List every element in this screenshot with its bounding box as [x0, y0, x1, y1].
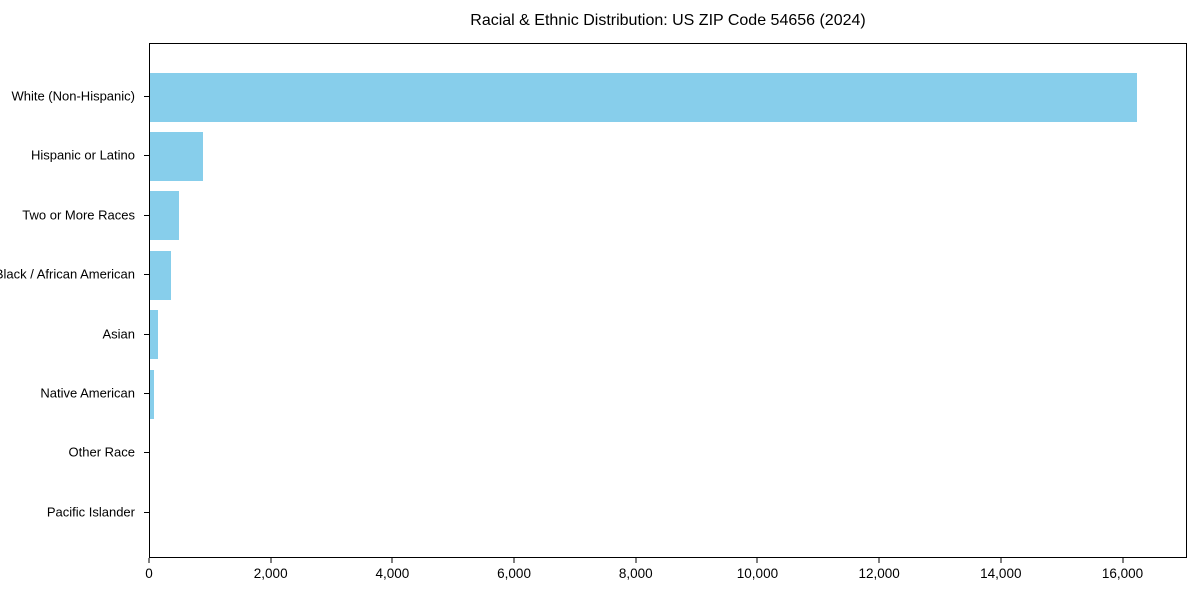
x-axis-tick-label: 2,000 [253, 566, 288, 581]
y-axis-tick [144, 274, 149, 276]
x-axis-tick [391, 558, 393, 563]
bar [150, 369, 154, 419]
x-axis-tick-label: 0 [145, 566, 153, 581]
x-axis-tick [635, 558, 637, 563]
y-axis-label: Native American [40, 385, 135, 401]
x-axis-tick [1122, 558, 1123, 563]
bar [150, 191, 180, 241]
x-axis-tick-label: 4,000 [375, 566, 410, 581]
y-axis-tick [144, 452, 149, 454]
x-axis-tick [1000, 558, 1002, 563]
x-axis-tick [270, 558, 272, 563]
y-axis-label: Black / African American [0, 266, 135, 282]
y-axis-tick [144, 511, 149, 513]
x-axis-tick [756, 558, 758, 563]
x-axis-tick-label: 6,000 [497, 566, 531, 581]
x-axis-tick [878, 558, 880, 563]
y-axis-label: Other Race [68, 444, 135, 460]
x-axis-tick-label: 10,000 [736, 566, 779, 581]
y-axis-tick [144, 333, 149, 335]
x-axis-tick-label: 8,000 [618, 566, 653, 581]
y-axis-label: Hispanic or Latino [30, 147, 135, 163]
bar [150, 310, 159, 360]
y-axis-label: White (Non-Hispanic) [11, 88, 135, 104]
y-axis-label: Asian [102, 326, 135, 342]
y-axis-label: Pacific Islander [46, 504, 135, 520]
x-axis-tick-label: 14,000 [980, 566, 1022, 581]
bar [150, 131, 203, 181]
chart-title: Racial & Ethnic Distribution: US ZIP Cod… [470, 12, 866, 29]
y-axis: White (Non-Hispanic) Hispanic or Latino Tw… [0, 43, 149, 558]
y-axis-tick [144, 96, 149, 97]
y-axis-tick [144, 155, 149, 157]
y-axis-label: Two or More Races [22, 207, 135, 223]
x-axis-tick-label: 12,000 [858, 566, 900, 581]
bar [150, 250, 172, 300]
x-axis-tick [513, 558, 515, 563]
plot-area [149, 43, 1187, 558]
x-axis-tick-label: 16,000 [1101, 566, 1144, 581]
bar [150, 72, 1137, 122]
y-axis-tick [144, 393, 149, 394]
x-axis: 0 2,000 4,000 6,000 8,000 10,000 12,000 14,000 1… [145, 558, 1187, 600]
x-axis-tick [148, 558, 150, 563]
y-axis-tick [144, 214, 149, 216]
